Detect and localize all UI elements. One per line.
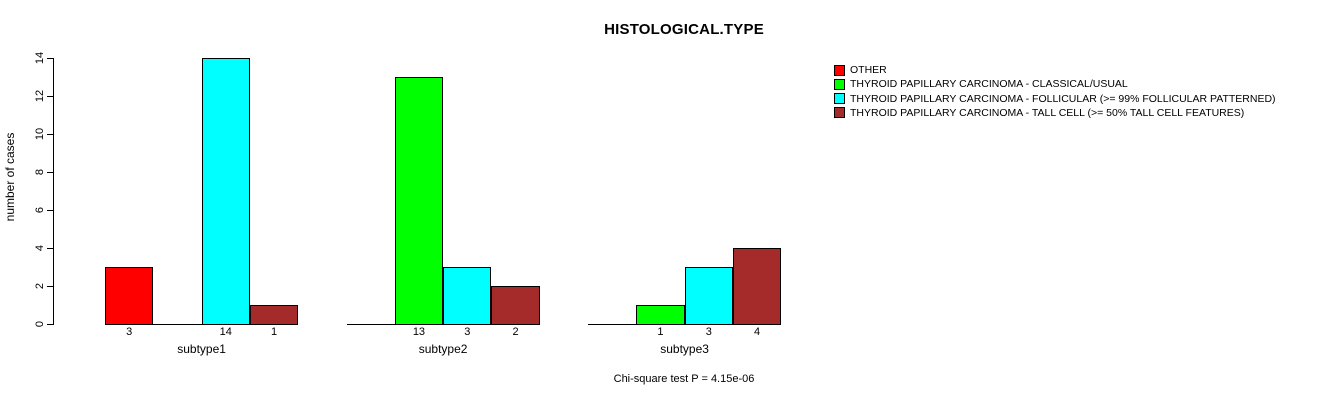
- bar-subtype3-series2: [684, 267, 733, 325]
- bar-value-label: 3: [126, 326, 133, 338]
- legend-item: THYROID PAPILLARY CARCINOMA - FOLLICULAR…: [834, 93, 1276, 105]
- legend-swatch: [834, 93, 845, 105]
- bar-subtype2-series2: [443, 267, 492, 325]
- bar-subtype1-series0: [105, 267, 154, 325]
- y-tick-label: 14: [34, 51, 46, 65]
- bar-value-label: 14: [219, 326, 232, 338]
- legend-swatch: [834, 78, 845, 90]
- chart-title: HISTOLOGICAL.TYPE: [604, 21, 764, 38]
- y-tick-mark: [47, 134, 53, 135]
- bar-value-label: 1: [657, 326, 664, 338]
- legend-item: THYROID PAPILLARY CARCINOMA - TALL CELL …: [834, 107, 1244, 119]
- legend-label: THYROID PAPILLARY CARCINOMA - CLASSICAL/…: [850, 78, 1128, 91]
- bar-subtype1-series3: [249, 305, 299, 325]
- chi-square-note: Chi-square test P = 4.15e-06: [613, 373, 755, 385]
- bar-value-label: 4: [753, 326, 761, 338]
- legend-item: THYROID PAPILLARY CARCINOMA - CLASSICAL/…: [834, 78, 1128, 90]
- bar-subtype1-series2: [201, 58, 250, 325]
- y-tick-label: 2: [34, 282, 46, 290]
- bar-value-label: 3: [705, 326, 712, 338]
- x-category-label: subtype3: [660, 342, 709, 356]
- legend-label: THYROID PAPILLARY CARCINOMA - FOLLICULAR…: [850, 92, 1276, 105]
- y-tick-label: 4: [34, 244, 46, 252]
- y-axis-line: [53, 58, 54, 325]
- y-tick-label: 6: [34, 206, 46, 214]
- y-tick-mark: [47, 96, 53, 97]
- legend-swatch: [834, 107, 845, 119]
- x-category-label: subtype2: [418, 342, 468, 356]
- bar-value-label: 13: [412, 326, 426, 338]
- bar-subtype3-series1: [636, 305, 685, 325]
- bar-subtype2-series3: [491, 286, 540, 325]
- legend-label: OTHER: [850, 64, 887, 76]
- y-tick-mark: [47, 172, 53, 173]
- y-tick-label: 10: [34, 127, 46, 141]
- bar-subtype3-series3: [732, 248, 782, 325]
- bar-value-label: 3: [464, 326, 471, 338]
- legend-item: OTHER: [834, 64, 887, 76]
- legend-swatch: [834, 64, 845, 76]
- y-tick-mark: [47, 324, 53, 325]
- y-tick-mark: [47, 210, 53, 211]
- bar-value-label: 2: [512, 326, 519, 338]
- y-tick-label: 0: [34, 320, 46, 328]
- y-tick-mark: [47, 58, 53, 59]
- y-tick-label: 8: [34, 168, 46, 176]
- legend-label: THYROID PAPILLARY CARCINOMA - TALL CELL …: [850, 106, 1245, 119]
- y-tick-label: 12: [34, 89, 46, 103]
- bar-value-label: 1: [270, 326, 278, 338]
- y-tick-mark: [47, 286, 53, 287]
- x-category-label: subtype1: [177, 342, 226, 356]
- y-tick-mark: [47, 248, 53, 249]
- bar-subtype2-series1: [394, 77, 444, 325]
